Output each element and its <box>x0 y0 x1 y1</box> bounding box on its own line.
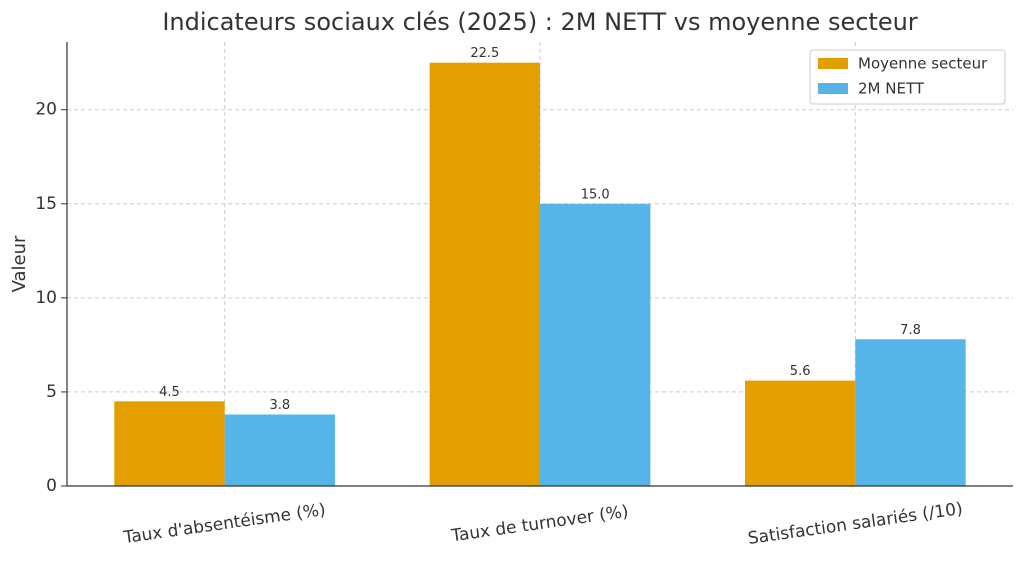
value-label: 3.8 <box>270 398 291 413</box>
value-label: 4.5 <box>159 385 180 400</box>
legend-box <box>809 49 1006 105</box>
bar <box>429 62 540 486</box>
y-axis-label: Valeur <box>9 235 30 292</box>
legend-label: 2M NETT <box>858 80 925 98</box>
value-label: 5.6 <box>790 364 811 379</box>
y-tick-label: 15 <box>35 194 57 214</box>
legend-swatch <box>818 83 848 94</box>
x-tick-label: Satisfaction salariés (/10) <box>747 499 964 549</box>
bar <box>114 401 225 486</box>
y-tick-label: 0 <box>46 476 57 496</box>
bar <box>224 414 336 486</box>
value-label: 15.0 <box>581 187 610 202</box>
y-tick-label: 10 <box>35 288 57 308</box>
bar <box>855 339 966 486</box>
y-tick-label: 20 <box>35 100 57 120</box>
value-label: 7.8 <box>900 323 921 338</box>
legend-label: Moyenne secteur <box>858 55 988 73</box>
legend-swatch <box>818 58 848 69</box>
bar <box>540 203 651 486</box>
x-tick-label: Taux d'absentéisme (%) <box>122 500 327 548</box>
chart-title: Indicateurs sociaux clés (2025) : 2M NET… <box>162 8 917 36</box>
x-tick-label: Taux de turnover (%) <box>449 502 630 547</box>
y-tick-label: 5 <box>46 382 57 402</box>
bar <box>744 380 856 486</box>
value-label: 22.5 <box>470 46 499 61</box>
